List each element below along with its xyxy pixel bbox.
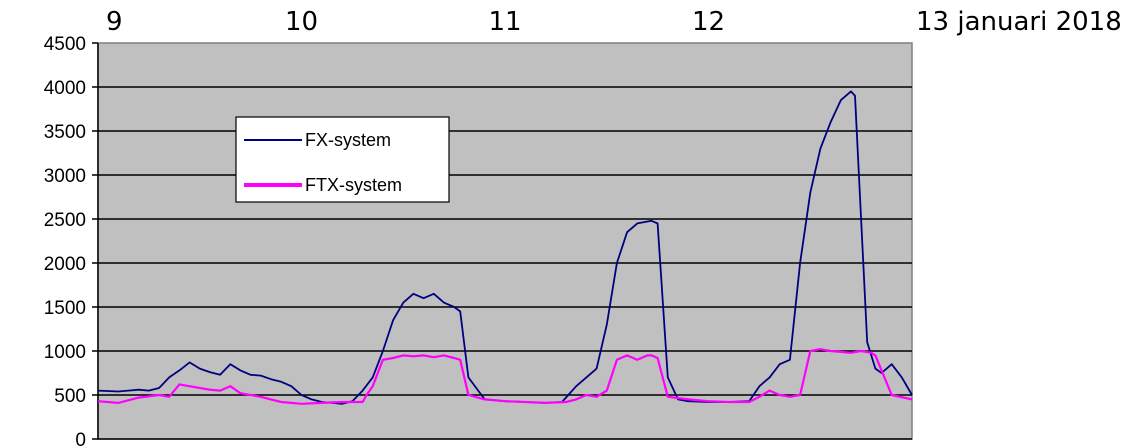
x-tick-label-0: 9 bbox=[106, 7, 123, 37]
y-tick-label-1500: 1500 bbox=[44, 298, 86, 319]
series-line-ftx-system bbox=[97, 348, 913, 405]
grid-lines bbox=[98, 86, 912, 396]
y-tick-label-1000: 1000 bbox=[44, 342, 86, 363]
y-tick-label-4000: 4000 bbox=[44, 78, 86, 99]
y-tick-label-2500: 2500 bbox=[44, 210, 86, 231]
axes bbox=[92, 42, 912, 440]
x-tick-label-2: 11 bbox=[488, 7, 521, 37]
y-tick-labels: 0 500 1000 1500 2000 2500 3000 3500 4000 4500 bbox=[44, 34, 86, 448]
plot-area bbox=[97, 42, 913, 440]
x-tick-label-3: 12 bbox=[692, 7, 725, 37]
x-tick-labels: 9 10 11 12 13 januari 2018 bbox=[106, 7, 1122, 37]
series-lines bbox=[97, 90, 913, 405]
legend-label-fx-system: FX-system bbox=[305, 130, 391, 150]
x-tick-label-4: 13 januari 2018 bbox=[916, 7, 1122, 37]
legend-label-ftx-system: FTX-system bbox=[305, 175, 402, 195]
y-tick-label-2000: 2000 bbox=[44, 254, 86, 275]
y-tick-label-3500: 3500 bbox=[44, 122, 86, 143]
y-tick-label-500: 500 bbox=[54, 386, 86, 407]
y-tick-label-0: 0 bbox=[75, 430, 86, 448]
y-tick-label-4500: 4500 bbox=[44, 34, 86, 55]
y-tick-label-3000: 3000 bbox=[44, 166, 86, 187]
legend-box bbox=[235, 116, 450, 203]
legend: FX-system FTX-system bbox=[235, 116, 450, 203]
x-tick-label-1: 10 bbox=[285, 7, 318, 37]
